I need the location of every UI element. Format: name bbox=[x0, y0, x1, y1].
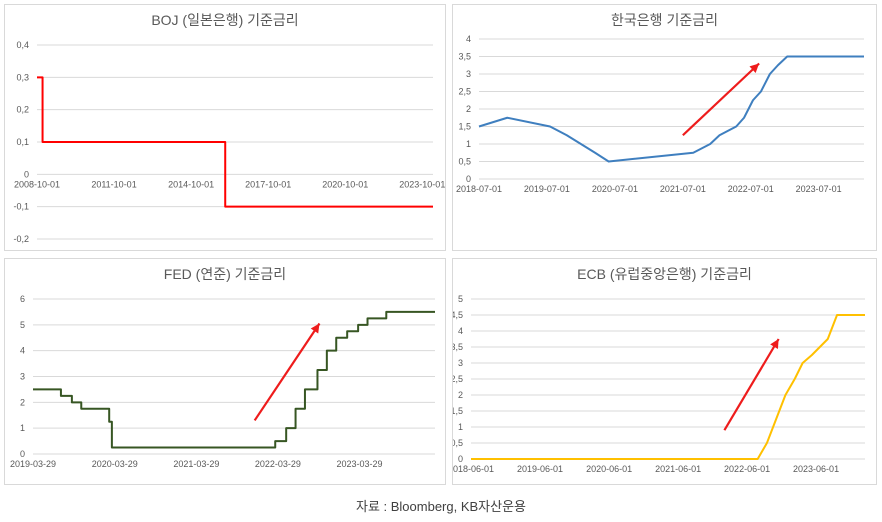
y-tick-label: 3,5 bbox=[453, 342, 463, 352]
y-tick-label: 0 bbox=[20, 449, 25, 459]
y-tick-label: 4 bbox=[466, 34, 471, 44]
y-tick-label: -0,2 bbox=[13, 234, 29, 244]
x-tick-label: 2018-07-01 bbox=[456, 184, 502, 194]
ecb-chart-panel: ECB (유럽중앙은행) 기준금리54,543,532,521,510,5020… bbox=[452, 258, 877, 485]
y-tick-label: 1 bbox=[458, 422, 463, 432]
chart-title: ECB (유럽중앙은행) 기준금리 bbox=[577, 266, 752, 282]
series-line bbox=[478, 55, 864, 163]
x-tick-label: 2020-10-01 bbox=[322, 179, 368, 189]
trend-arrow-head bbox=[770, 339, 779, 350]
y-tick-label: 4 bbox=[20, 346, 25, 356]
series-line bbox=[471, 314, 865, 460]
y-tick-label: 2,5 bbox=[458, 87, 471, 97]
y-tick-label: 1 bbox=[20, 423, 25, 433]
y-tick-label: 0,1 bbox=[16, 137, 29, 147]
x-tick-label: 2020-07-01 bbox=[592, 184, 638, 194]
y-tick-label: -0,1 bbox=[13, 202, 29, 212]
y-tick-label: 3 bbox=[466, 69, 471, 79]
y-tick-label: 3 bbox=[458, 358, 463, 368]
x-tick-label: 2023-03-29 bbox=[336, 459, 382, 469]
x-tick-label: 2011-10-01 bbox=[91, 179, 136, 189]
trend-arrow-head bbox=[749, 63, 760, 73]
x-tick-label: 2023-07-01 bbox=[796, 184, 842, 194]
x-tick-label: 2021-06-01 bbox=[655, 464, 701, 474]
y-tick-label: 6 bbox=[20, 294, 25, 304]
x-tick-label: 2023-06-01 bbox=[793, 464, 839, 474]
ecb-chart: ECB (유럽중앙은행) 기준금리54,543,532,521,510,5020… bbox=[453, 266, 865, 474]
y-tick-label: 2,5 bbox=[453, 374, 463, 384]
y-tick-label: 0 bbox=[24, 169, 29, 179]
x-tick-label: 2021-03-29 bbox=[173, 459, 219, 469]
y-tick-label: 0 bbox=[458, 454, 463, 464]
y-tick-label: 5 bbox=[20, 320, 25, 330]
y-tick-label: 0,5 bbox=[453, 438, 463, 448]
x-tick-label: 2019-07-01 bbox=[524, 184, 570, 194]
fed-chart-panel: FED (연준) 기준금리 6 5 4 3 2 1 0 2019-03-29 2020-03-29… bbox=[4, 258, 446, 485]
y-tick-label: 3,5 bbox=[458, 52, 471, 62]
x-tick-label: 2014-10-01 bbox=[168, 179, 214, 189]
x-tick-label: 2022-07-01 bbox=[728, 184, 774, 194]
trend-arrow-head bbox=[310, 323, 320, 334]
x-tick-label: 2021-07-01 bbox=[660, 184, 706, 194]
chart-title: 한국은행 기준금리 bbox=[611, 12, 718, 28]
x-tick-label: 2018-06-01 bbox=[453, 464, 494, 474]
y-tick-label: 0,3 bbox=[16, 72, 29, 82]
chart-title: FED (연준) 기준금리 bbox=[164, 266, 286, 282]
y-tick-label: 1,5 bbox=[453, 406, 463, 416]
y-tick-label: 1 bbox=[466, 139, 471, 149]
x-tick-label: 2008-10-01 bbox=[14, 179, 60, 189]
boj-chart-panel: BOJ (일본은행) 기준금리 0,4 0,3 0,2 0,1 0 -0,1 -0,2 2008… bbox=[4, 4, 446, 251]
y-tick-label: 4 bbox=[458, 326, 463, 336]
series-line bbox=[37, 76, 433, 208]
y-tick-label: 0 bbox=[466, 174, 471, 184]
trend-arrow-shaft bbox=[723, 338, 780, 431]
x-tick-label: 2022-03-29 bbox=[255, 459, 301, 469]
y-tick-label: 2 bbox=[20, 397, 25, 407]
x-tick-label: 2020-03-29 bbox=[92, 459, 138, 469]
x-tick-label: 2019-06-01 bbox=[517, 464, 563, 474]
source-note: 자료 : Bloomberg, KB자산운용 bbox=[355, 499, 527, 514]
y-tick-label: 2 bbox=[458, 390, 463, 400]
x-tick-label: 2017-10-01 bbox=[245, 179, 291, 189]
bok-chart-panel: 한국은행 기준금리 4 3,5 3 2,5 2 1,5 1 0,5 0 2018-07-01 2019… bbox=[452, 4, 877, 251]
trend-arrow-shaft bbox=[253, 322, 321, 422]
y-tick-label: 5 bbox=[458, 294, 463, 304]
x-tick-label: 2023-10-01 bbox=[399, 179, 445, 189]
trend-arrow-shaft bbox=[682, 62, 760, 137]
boj-chart: BOJ (일본은행) 기준금리 0,4 0,3 0,2 0,1 0 -0,1 -0,2 2008… bbox=[13, 12, 445, 244]
y-tick-label: 2 bbox=[466, 104, 471, 114]
chart-title: BOJ (일본은행) 기준금리 bbox=[151, 12, 298, 28]
x-tick-label: 2022-06-01 bbox=[724, 464, 770, 474]
y-tick-label: 0,2 bbox=[16, 105, 29, 115]
y-tick-label: 0,4 bbox=[16, 40, 29, 50]
y-tick-label: 0,5 bbox=[458, 157, 471, 167]
series-line bbox=[33, 310, 435, 449]
x-tick-label: 2019-03-29 bbox=[10, 459, 56, 469]
y-tick-label: 1,5 bbox=[458, 122, 471, 132]
x-tick-label: 2020-06-01 bbox=[586, 464, 632, 474]
y-tick-label: 3 bbox=[20, 372, 25, 382]
y-tick-label: 4,5 bbox=[453, 310, 463, 320]
